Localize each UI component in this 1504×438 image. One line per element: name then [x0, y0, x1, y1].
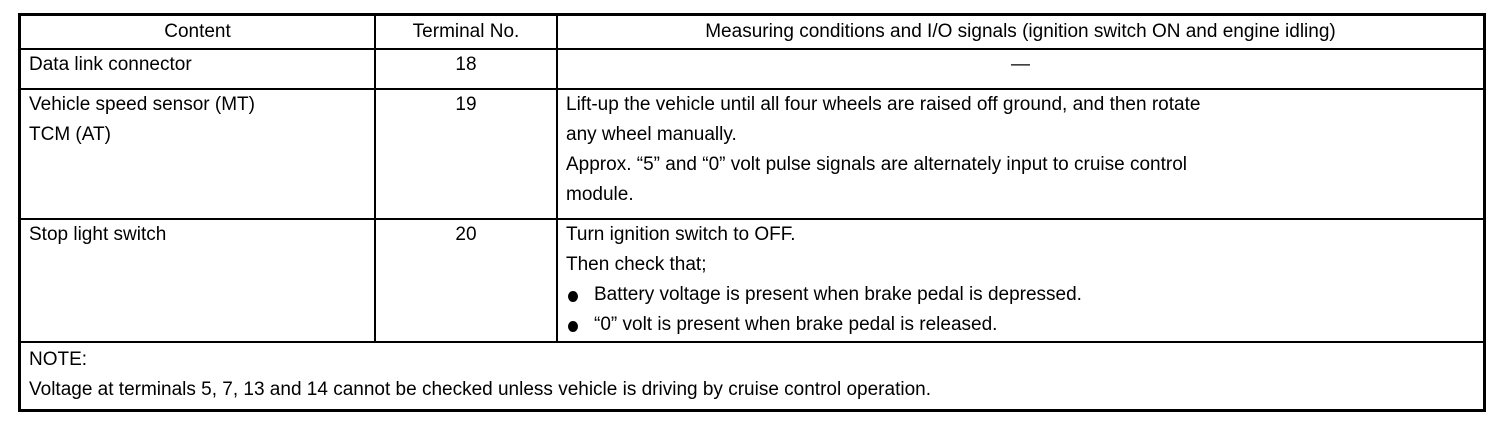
note-label: NOTE:	[29, 349, 88, 370]
content-cell: Data link connector	[18, 48, 376, 90]
conditions-cell: Lift-up the vehicle until all four wheel…	[556, 88, 1486, 220]
condition-line: Then check that;	[566, 254, 707, 275]
conditions-cell: Turn ignition switch to OFF. Then check …	[556, 218, 1486, 343]
condition-line: any wheel manually.	[566, 124, 737, 145]
content-cell: Stop light switch	[18, 218, 376, 343]
condition-line: module.	[566, 184, 634, 205]
terminal-cell: 19	[374, 88, 558, 220]
table-row: Data link connector 18 —	[18, 48, 1486, 90]
terminal-cell: 20	[374, 218, 558, 343]
header-terminal-no: Terminal No.	[374, 13, 558, 50]
terminal-cell: 18	[374, 48, 558, 90]
content-text: Vehicle speed sensor (MT)	[29, 94, 255, 115]
condition-line: Approx. “5” and “0” volt pulse signals a…	[566, 154, 1187, 175]
bullet-list: Battery voltage is present when brake pe…	[566, 280, 1475, 340]
table-row: Vehicle speed sensor (MT) TCM (AT) 19 Li…	[18, 88, 1486, 220]
header-conditions: Measuring conditions and I/O signals (ig…	[556, 13, 1486, 50]
content-text: TCM (AT)	[29, 124, 111, 145]
content-text: Stop light switch	[29, 224, 167, 245]
note-text: Voltage at terminals 5, 7, 13 and 14 can…	[29, 379, 931, 400]
condition-line: Turn ignition switch to OFF.	[566, 224, 796, 245]
bullet-item: “0” volt is present when brake pedal is …	[566, 310, 1475, 340]
condition-line: Lift-up the vehicle until all four wheel…	[566, 94, 1201, 115]
terminal-table: Content Terminal No. Measuring condition…	[18, 13, 1486, 412]
header-row: Content Terminal No. Measuring condition…	[18, 13, 1486, 50]
bullet-item: Battery voltage is present when brake pe…	[566, 280, 1475, 310]
note-cell: NOTE: Voltage at terminals 5, 7, 13 and …	[18, 341, 1486, 412]
table-row: Stop light switch 20 Turn ignition switc…	[18, 218, 1486, 343]
content-text: Data link connector	[29, 54, 192, 75]
note-row: NOTE: Voltage at terminals 5, 7, 13 and …	[18, 341, 1486, 412]
content-cell: Vehicle speed sensor (MT) TCM (AT)	[18, 88, 376, 220]
header-content: Content	[18, 13, 376, 50]
conditions-cell: —	[556, 48, 1486, 90]
